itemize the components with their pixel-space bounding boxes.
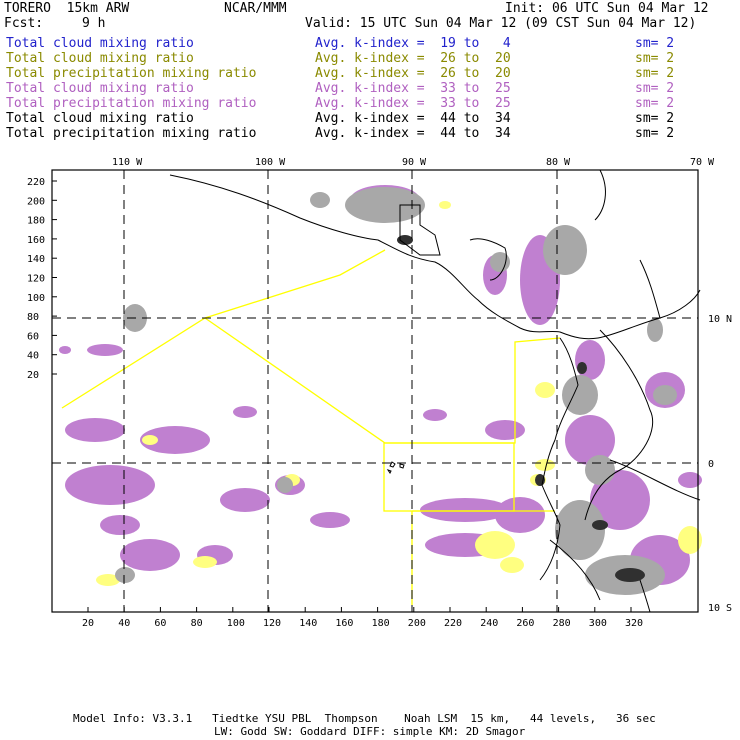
legend-field: Total cloud mixing ratio xyxy=(6,51,194,66)
fcst-label: Fcst: xyxy=(4,16,44,31)
x-tick-label: 140 xyxy=(299,618,317,629)
x-tick-label: 240 xyxy=(480,618,498,629)
y-tick-label: 60 xyxy=(27,331,39,342)
legend-smoothing: sm= 2 xyxy=(635,96,675,111)
x-tick-label: 300 xyxy=(589,618,607,629)
legend-kindex: Avg. k-index = 26 to 20 xyxy=(315,66,511,81)
legend-smoothing: sm= 2 xyxy=(635,126,675,141)
legend-smoothing: sm= 2 xyxy=(635,81,675,96)
x-tick-label: 160 xyxy=(335,618,353,629)
x-tick-label: 120 xyxy=(263,618,281,629)
x-tick-label: 260 xyxy=(516,618,534,629)
init-time: Init: 06 UTC Sun 04 Mar 12 xyxy=(505,1,709,16)
model-name: TORERO 15km ARW xyxy=(4,1,130,16)
lon-label: 100 W xyxy=(255,157,286,168)
valid-time: Valid: 15 UTC Sun 04 Mar 12 (09 CST Sun … xyxy=(305,16,697,31)
legend-smoothing: sm= 2 xyxy=(635,36,675,51)
legend-field: Total cloud mixing ratio xyxy=(6,111,194,126)
legend-kindex: Avg. k-index = 19 to 4 xyxy=(315,36,511,51)
y-tick-label: 220 xyxy=(27,177,45,188)
model-info: Model Info: V3.3.1 Tiedtke YSU PBL Thomp… xyxy=(73,712,656,725)
lon-label: 90 W xyxy=(402,157,427,168)
lat-label: 0 xyxy=(708,459,714,470)
legend-field: Total precipitation mixing ratio xyxy=(6,96,257,111)
x-tick-label: 320 xyxy=(625,618,643,629)
legend-field: Total cloud mixing ratio xyxy=(6,81,194,96)
legend-field: Total precipitation mixing ratio xyxy=(6,66,257,81)
y-tick-label: 20 xyxy=(27,370,39,381)
lon-label: 70 W xyxy=(690,157,715,168)
fcst-value: 9 h xyxy=(82,16,106,31)
x-tick-label: 100 xyxy=(227,618,245,629)
y-tick-label: 140 xyxy=(27,254,45,265)
legend-field: Total precipitation mixing ratio xyxy=(6,126,257,141)
legend-smoothing: sm= 2 xyxy=(635,51,675,66)
legend-kindex: Avg. k-index = 44 to 34 xyxy=(315,126,511,141)
x-tick-label: 220 xyxy=(444,618,462,629)
lon-label: 110 W xyxy=(112,157,143,168)
cloud-field xyxy=(59,185,702,595)
x-tick-label: 180 xyxy=(372,618,390,629)
x-tick-label: 20 xyxy=(82,618,94,629)
y-tick-label: 200 xyxy=(27,196,45,207)
legend-smoothing: sm= 2 xyxy=(635,111,675,126)
y-axis: 220 200 180 160 140 120 100 80 60 40 20 xyxy=(27,177,57,381)
x-tick-label: 60 xyxy=(154,618,166,629)
x-tick-label: 280 xyxy=(553,618,571,629)
legend-smoothing: sm= 2 xyxy=(635,66,675,81)
y-tick-label: 180 xyxy=(27,216,45,227)
legend-kindex: Avg. k-index = 26 to 20 xyxy=(315,51,511,66)
legend-kindex: Avg. k-index = 44 to 34 xyxy=(315,111,511,126)
y-tick-label: 120 xyxy=(27,274,45,285)
lat-label: 10 N xyxy=(708,314,732,325)
lat-label: 10 S xyxy=(708,603,732,614)
y-tick-label: 40 xyxy=(27,351,39,362)
center-name: NCAR/MMM xyxy=(224,1,287,16)
y-tick-label: 160 xyxy=(27,235,45,246)
legend-kindex: Avg. k-index = 33 to 25 xyxy=(315,96,511,111)
x-tick-label: 40 xyxy=(118,618,130,629)
y-tick-label: 100 xyxy=(27,293,45,304)
map-frame xyxy=(51,169,699,613)
x-tick-label: 80 xyxy=(191,618,203,629)
x-axis: 20 40 60 80 100 120 140 160 180 200 220 240 260 280 30… xyxy=(82,607,643,629)
legend-kindex: Avg. k-index = 33 to 25 xyxy=(315,81,511,96)
graticule xyxy=(52,170,698,612)
legend-field: Total cloud mixing ratio xyxy=(6,36,194,51)
model-physics: LW: Godd SW: Goddard DIFF: simple KM: 2D… xyxy=(214,725,526,738)
x-tick-label: 200 xyxy=(408,618,426,629)
y-tick-label: 80 xyxy=(27,312,39,323)
region-boundary xyxy=(61,249,561,605)
lon-label: 80 W xyxy=(546,157,571,168)
coastline xyxy=(169,169,701,613)
